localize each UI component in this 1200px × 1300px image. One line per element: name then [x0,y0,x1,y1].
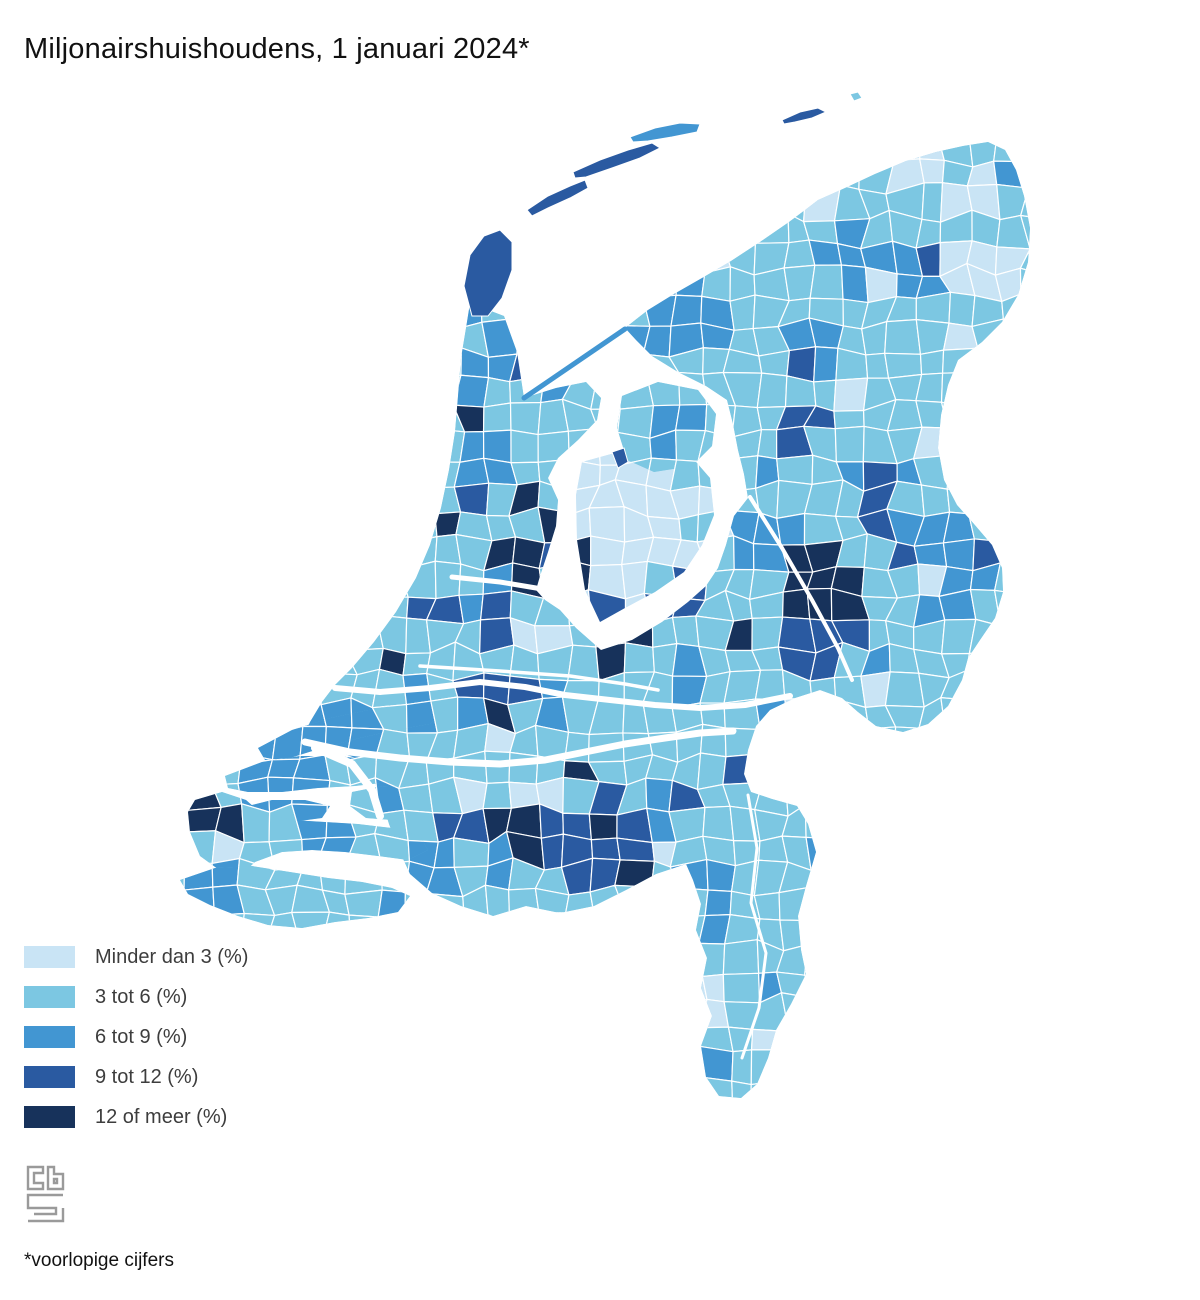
legend-item: 12 of meer (%) [24,1106,248,1128]
footnote: *voorlopige cijfers [24,1250,174,1271]
legend-swatch-class1 [24,946,75,968]
legend-label: 6 tot 9 (%) [95,1025,188,1048]
cbs-logo-letter-s [26,1193,63,1216]
legend-swatch-class4 [24,1066,75,1088]
waterway-noordzeekanaal-ij [449,574,551,593]
legend-label: 3 tot 6 (%) [95,985,188,1008]
afsluitdijk-causeway [521,326,628,401]
legend-item: 9 tot 12 (%) [24,1066,248,1088]
map-legend: Minder dan 3 (%) 3 tot 6 (%) 6 tot 9 (%)… [24,946,248,1146]
waterway-maas-limburg [740,793,768,1060]
island-rottum [849,91,863,102]
waterway-volkerak [311,744,384,820]
island-ameland [629,122,701,143]
island-texel [463,229,513,317]
region-mainland [303,142,1030,1098]
cbs-logo-letter-c [26,1165,45,1191]
cbs-logo-letter-b [46,1165,65,1191]
legend-swatch-class2 [24,986,75,1008]
island-vlieland [526,179,589,217]
legend-label: 9 tot 12 (%) [95,1065,199,1088]
waterway-maas-hollandsdiep [301,727,737,768]
island-schiermonnikoog [781,107,828,125]
island-urk [611,447,629,469]
island-terschelling [572,142,662,179]
legend-item: 6 tot 9 (%) [24,1026,248,1048]
cbs-logo-letter-s2 [28,1208,65,1223]
page-title: Miljonairshuishoudens, 1 januari 2024* [24,33,530,66]
waterway-lek [418,664,660,692]
legend-label: 12 of meer (%) [95,1105,228,1128]
legend-item: 3 tot 6 (%) [24,986,248,1008]
waterway-ijssel [748,495,854,682]
legend-swatch-class5 [24,1106,75,1128]
waterway-waal-merwede [332,679,793,711]
legend-label: Minder dan 3 (%) [95,945,249,968]
legend-swatch-class3 [24,1026,75,1048]
legend-item: Minder dan 3 (%) [24,946,248,968]
cbs-logo [26,1165,65,1223]
